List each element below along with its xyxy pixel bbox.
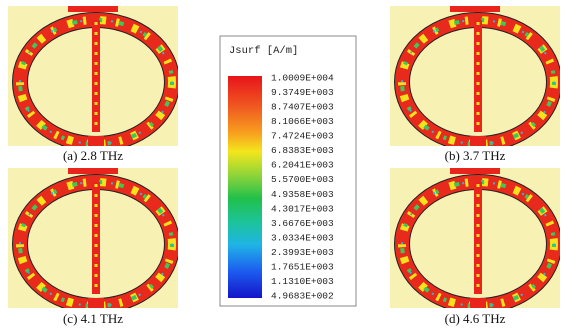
legend-label: 3.0334E+003 <box>271 232 334 243</box>
field-plot <box>8 6 178 146</box>
legend-label: 8.1066E+003 <box>271 116 334 127</box>
legend-label: 4.9683E+002 <box>271 291 334 302</box>
field-plot <box>8 168 178 308</box>
figure: (a) 2.8 THz (b) 3.7 THz (c) 4.1 THz (d) … <box>0 0 574 330</box>
legend-label: 8.7407E+003 <box>271 102 334 113</box>
legend-label: 6.2041E+003 <box>271 160 334 171</box>
legend-label: 1.0009E+004 <box>271 73 334 84</box>
legend-label: 3.6676E+003 <box>271 218 334 229</box>
caption: (a) 2.8 THz <box>63 148 123 163</box>
caption: (b) 3.7 THz <box>445 148 506 163</box>
legend-label: 1.1310E+003 <box>271 276 334 287</box>
legend-label: 4.9358E+003 <box>271 189 334 200</box>
caption: (d) 4.6 THz <box>445 311 506 326</box>
legend-label: 2.3993E+003 <box>271 247 334 258</box>
legend-label: 9.3749E+003 <box>271 87 334 98</box>
legend-label: 5.5700E+003 <box>271 174 334 185</box>
legend-label: 6.8383E+003 <box>271 145 334 156</box>
legend-title: Jsurf [A/m] <box>229 45 298 57</box>
legend-label: 1.7651E+003 <box>271 261 334 272</box>
field-plot <box>390 6 560 146</box>
legend-label: 4.3017E+003 <box>271 203 334 214</box>
color-bar <box>228 76 262 298</box>
caption: (c) 4.1 THz <box>63 311 123 326</box>
legend-label: 7.4724E+003 <box>271 131 334 142</box>
field-plot <box>390 168 560 308</box>
